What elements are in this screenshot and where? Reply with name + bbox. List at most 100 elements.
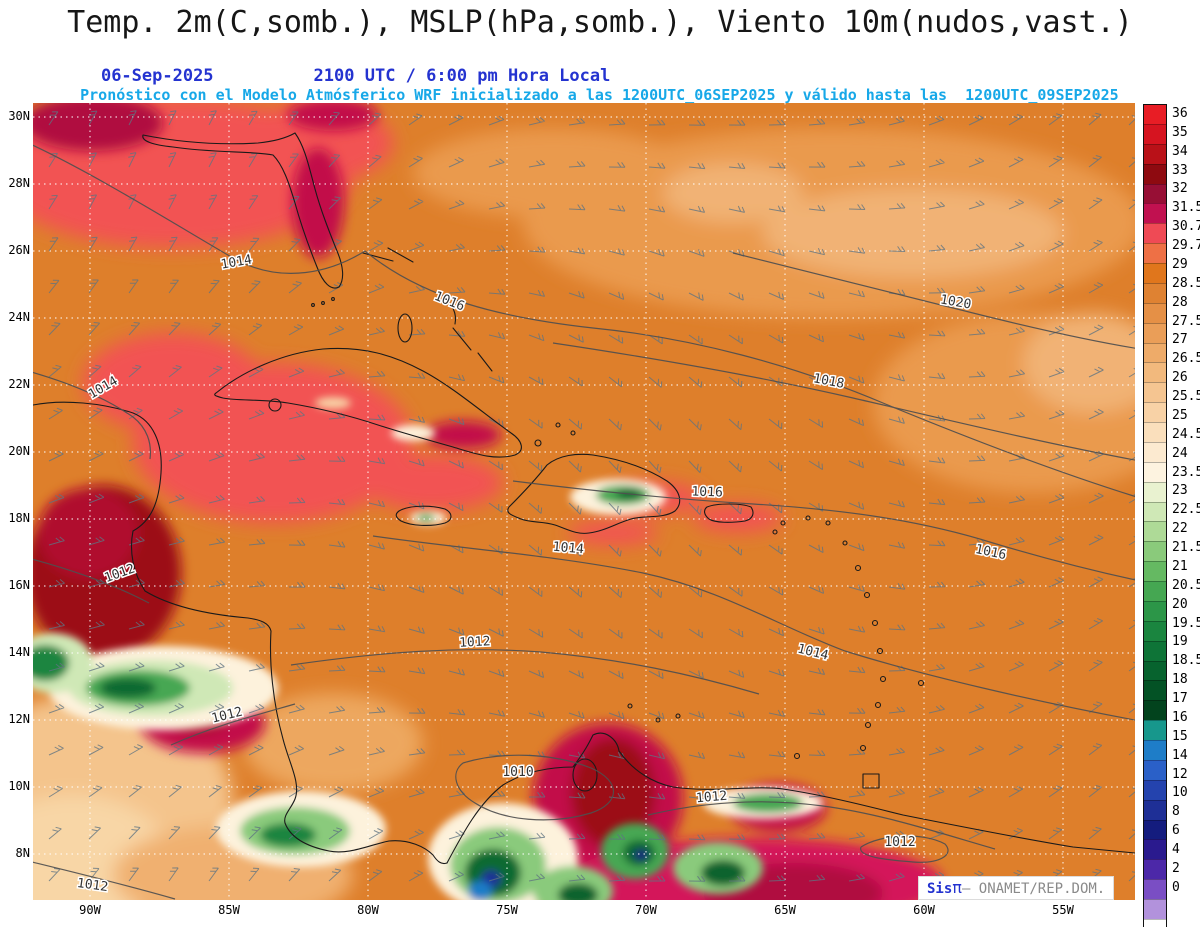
colorbar-swatch	[1144, 143, 1166, 164]
colorbar-tick-label: 18.5	[1172, 653, 1200, 669]
colorbar-tick-label: 23	[1172, 483, 1188, 499]
colorbar-tick-label: 10	[1172, 785, 1188, 801]
colorbar-swatch	[1144, 600, 1166, 621]
lat-label: 22N	[8, 377, 30, 391]
colorbar-swatch	[1144, 561, 1166, 581]
colorbar-swatch	[1144, 302, 1166, 323]
colorbar-tick-label: 35	[1172, 124, 1188, 140]
lon-label: 60W	[913, 903, 935, 917]
forecast-date: 06-Sep-2025	[100, 66, 214, 86]
colorbar-tick-label: 30.7	[1172, 219, 1200, 235]
lat-label: 20N	[8, 444, 30, 458]
colorbar-swatch	[1144, 481, 1166, 502]
lat-label: 18N	[8, 511, 30, 525]
colorbar-tick-label: 6	[1172, 823, 1180, 839]
pi-symbol: π	[952, 878, 962, 897]
colorbar-swatch	[1144, 581, 1166, 601]
colorbar-swatch	[1144, 521, 1166, 542]
colorbar-tick-label: 12	[1172, 766, 1188, 782]
colorbar-tick-label: 0	[1172, 879, 1180, 895]
colorbar-tick-label: 23.5	[1172, 464, 1200, 480]
colorbar-swatch	[1144, 640, 1166, 661]
colorbar-swatch	[1144, 799, 1166, 820]
colorbar-tick-label: 17	[1172, 691, 1188, 707]
colorbar-tick-label: 15	[1172, 728, 1188, 744]
colorbar-swatch	[1144, 223, 1166, 244]
attribution-text: – ONAMET/REP.DOM.	[961, 881, 1106, 897]
colorbar-tick-label: 26.5	[1172, 351, 1200, 367]
colorbar-swatch	[1144, 819, 1166, 840]
colorbar-tick-label: 20	[1172, 596, 1188, 612]
colorbar-swatch	[1144, 660, 1166, 681]
isobar-value-label: 1012	[884, 835, 915, 850]
isobar-value-label: 1020	[939, 292, 972, 312]
colorbar-swatch	[1144, 322, 1166, 343]
lon-label: 90W	[79, 903, 101, 917]
weather-map: 1014 1016 1020 1018 1014 1012 1014 1016 1016 1012…	[27, 103, 1144, 900]
lon-label: 70W	[635, 903, 657, 917]
colorbar-swatch	[1144, 362, 1166, 383]
isobar-value-label: 1014	[552, 540, 585, 558]
colorbar-tick-label: 24.5	[1172, 426, 1200, 442]
lon-label: 85W	[218, 903, 240, 917]
colorbar-swatch	[1144, 402, 1166, 422]
colorbar-swatch	[1144, 541, 1166, 562]
colorbar-tick-label: 21	[1172, 558, 1188, 574]
model-run-line: Pronóstico con el Modelo Atmósferico WRF…	[44, 68, 1119, 122]
colorbar-tick-label: 14	[1172, 747, 1188, 763]
colorbar-labels: 36 35 34 33 32 31.5 30.7 29.7 29 28.5 28 27.5 27 26.5…	[1167, 104, 1200, 927]
datetime-line: 06-Sep-2025 2100 UTC / 6:00 pm Hora Local	[60, 46, 610, 106]
lat-label: 28N	[8, 176, 30, 190]
colorbar-swatch	[1144, 342, 1166, 363]
colorbar-tick-label: 29	[1172, 256, 1188, 272]
isobar-value-label: 1012	[695, 789, 728, 807]
lat-label: 30N	[8, 109, 30, 123]
isobars	[27, 142, 1141, 900]
colorbar-swatch	[1144, 183, 1166, 204]
colorbar-tick-label: 20.5	[1172, 577, 1200, 593]
isobar-value-label: 1012	[76, 876, 109, 895]
colorbar-tick-label: 27	[1172, 332, 1188, 348]
colorbar-swatch	[1144, 105, 1166, 124]
model-run-text: Pronóstico con el Modelo Atmósferico WRF…	[80, 86, 957, 104]
colorbar-swatch	[1144, 441, 1166, 462]
lon-label: 65W	[774, 903, 796, 917]
colorbar-tick-label: 29.7	[1172, 238, 1200, 254]
lat-label: 8N	[15, 846, 30, 860]
colorbar-tick-label: 32	[1172, 181, 1188, 197]
lat-label: 12N	[8, 712, 30, 726]
colorbar-swatch	[1144, 422, 1166, 442]
colorbar-swatch	[1144, 382, 1166, 403]
forecast-time: 2100 UTC / 6:00 pm Hora Local	[313, 66, 611, 86]
colorbar-tick-label: 19	[1172, 634, 1188, 650]
colorbar-swatch	[1144, 879, 1166, 899]
colorbar-swatches	[1143, 104, 1167, 927]
lat-label: 26N	[8, 243, 30, 257]
colorbar-swatch	[1144, 918, 1166, 927]
colorbar-tick-label: 2	[1172, 860, 1180, 876]
isobar-value-label: 1014	[220, 252, 254, 272]
colorbar-swatch	[1144, 779, 1166, 800]
brand-name: Sis	[927, 881, 953, 897]
lat-label: 24N	[8, 310, 30, 324]
colorbar-swatch	[1144, 720, 1166, 740]
colorbar-tick-label: 19.5	[1172, 615, 1200, 631]
colorbar-swatch	[1144, 839, 1166, 860]
colorbar-tick-label: 4	[1172, 842, 1180, 858]
lat-label: 10N	[8, 779, 30, 793]
lat-label: 14N	[8, 645, 30, 659]
colorbar-tick-label: 26	[1172, 370, 1188, 386]
colorbar-tick-label: 31.5	[1172, 200, 1200, 216]
temperature-colorbar: 36 35 34 33 32 31.5 30.7 29.7 29 28.5 28 27.5 27 26.5…	[1143, 104, 1200, 927]
colorbar-tick-label: 18	[1172, 672, 1188, 688]
lon-label: 55W	[1052, 903, 1074, 917]
colorbar-tick-label: 16	[1172, 709, 1188, 725]
colorbar-swatch	[1144, 759, 1166, 780]
colorbar-swatch	[1144, 163, 1166, 184]
colorbar-swatch	[1144, 282, 1166, 303]
colorbar-swatch	[1144, 700, 1166, 721]
colorbar-tick-label: 27.5	[1172, 313, 1200, 329]
temperature-shading	[33, 103, 1135, 900]
